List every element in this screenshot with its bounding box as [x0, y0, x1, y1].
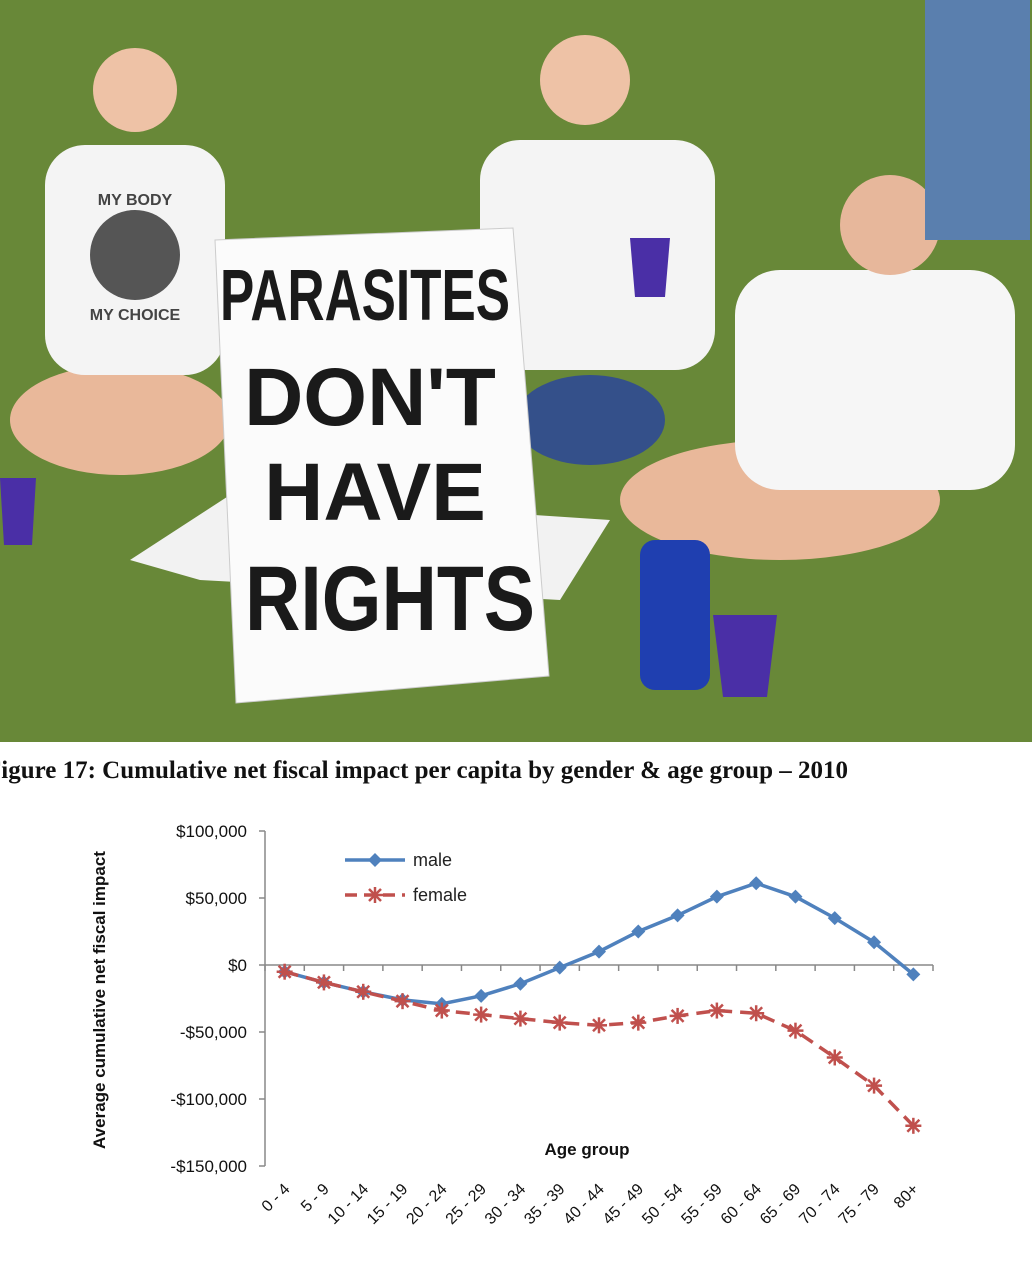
- legend-label: female: [413, 885, 467, 905]
- cup: [630, 238, 670, 297]
- data-point: [866, 1077, 883, 1094]
- face: [540, 35, 630, 125]
- data-point: [630, 1014, 647, 1031]
- shirt-logo: [90, 210, 180, 300]
- data-point: [474, 988, 489, 1003]
- data-point: [708, 1002, 725, 1019]
- data-point-stroke: [474, 1007, 489, 1022]
- data-point: [315, 974, 332, 991]
- data-point-stroke: [277, 964, 292, 979]
- data-point: [867, 935, 882, 950]
- data-point: [709, 889, 724, 904]
- shirt-text: MY BODY: [98, 192, 173, 209]
- data-point: [512, 1010, 529, 1027]
- data-point: [788, 889, 803, 904]
- data-point: [513, 976, 528, 991]
- data-point-stroke: [552, 1015, 567, 1030]
- person-legs: [10, 365, 230, 475]
- legend-label: male: [413, 850, 452, 870]
- data-point: [826, 1049, 843, 1066]
- cup: [0, 478, 36, 545]
- data-point: [749, 876, 764, 891]
- data-point: [787, 1022, 804, 1039]
- data-point: [355, 983, 372, 1000]
- y-tick-label: -$150,000: [170, 1157, 247, 1176]
- y-axis-label: Average cumulative net fiscal impact: [90, 851, 109, 1149]
- data-point: [394, 993, 411, 1010]
- data-point-stroke: [631, 1015, 646, 1030]
- data-point: [473, 1006, 490, 1023]
- y-tick-label: -$50,000: [180, 1023, 247, 1042]
- cup: [713, 615, 777, 697]
- data-point-stroke: [317, 975, 331, 990]
- data-point: [551, 1014, 568, 1031]
- data-point: [592, 944, 606, 959]
- photo: MY BODY MY CHOICE PARASITES DON'T HAVE R…: [0, 0, 1032, 742]
- data-point-stroke: [827, 1050, 842, 1065]
- data-point-stroke: [670, 1009, 685, 1023]
- legend-marker: [368, 853, 382, 867]
- data-point-stroke: [749, 1006, 764, 1021]
- data-point-stroke: [395, 994, 410, 1009]
- face: [93, 48, 177, 132]
- data-point-stroke: [906, 1118, 921, 1133]
- data-point: [433, 1002, 450, 1019]
- chart-background: [0, 742, 1032, 1280]
- shirt: [735, 270, 1015, 490]
- legend-marker: [367, 887, 383, 903]
- y-tick-label: $100,000: [176, 822, 247, 841]
- data-point-stroke: [434, 1003, 449, 1018]
- jeans: [515, 375, 665, 465]
- shirt: [480, 140, 715, 370]
- y-tick-label: $0: [228, 956, 247, 975]
- data-point: [591, 1017, 607, 1034]
- sign-text: PARASITES DON'T HAVE RIGHTS: [220, 256, 535, 650]
- data-point: [631, 924, 646, 939]
- bottle: [640, 540, 710, 690]
- y-tick-label: $50,000: [186, 889, 247, 908]
- jeans: [925, 0, 1030, 240]
- x-axis-label: Age group: [545, 1140, 630, 1159]
- legend-marker-stroke: [368, 888, 382, 902]
- data-point-stroke: [356, 984, 371, 999]
- chart-title: Figure 17: Cumulative net fiscal impact …: [0, 757, 848, 784]
- data-point-stroke: [788, 1023, 803, 1038]
- data-point: [669, 1007, 686, 1024]
- y-tick-label: -$100,000: [170, 1090, 247, 1109]
- data-point: [552, 960, 567, 975]
- data-point: [748, 1005, 765, 1022]
- sign-line: DON'T: [244, 352, 496, 443]
- data-point-stroke: [513, 1011, 528, 1026]
- data-point: [670, 908, 685, 923]
- sign-line: PARASITES: [220, 256, 510, 336]
- face: [840, 175, 940, 275]
- data-point-stroke: [592, 1018, 606, 1033]
- data-point-stroke: [867, 1078, 881, 1093]
- data-point: [905, 1117, 922, 1134]
- shirt-text: MY CHOICE: [90, 307, 181, 324]
- sign: [214, 227, 550, 704]
- data-point: [276, 963, 293, 980]
- data-point: [827, 911, 842, 926]
- data-point-stroke: [709, 1003, 724, 1018]
- sign-line: HAVE: [264, 447, 486, 538]
- sign-line: RIGHTS: [245, 548, 535, 650]
- data-point: [906, 967, 921, 982]
